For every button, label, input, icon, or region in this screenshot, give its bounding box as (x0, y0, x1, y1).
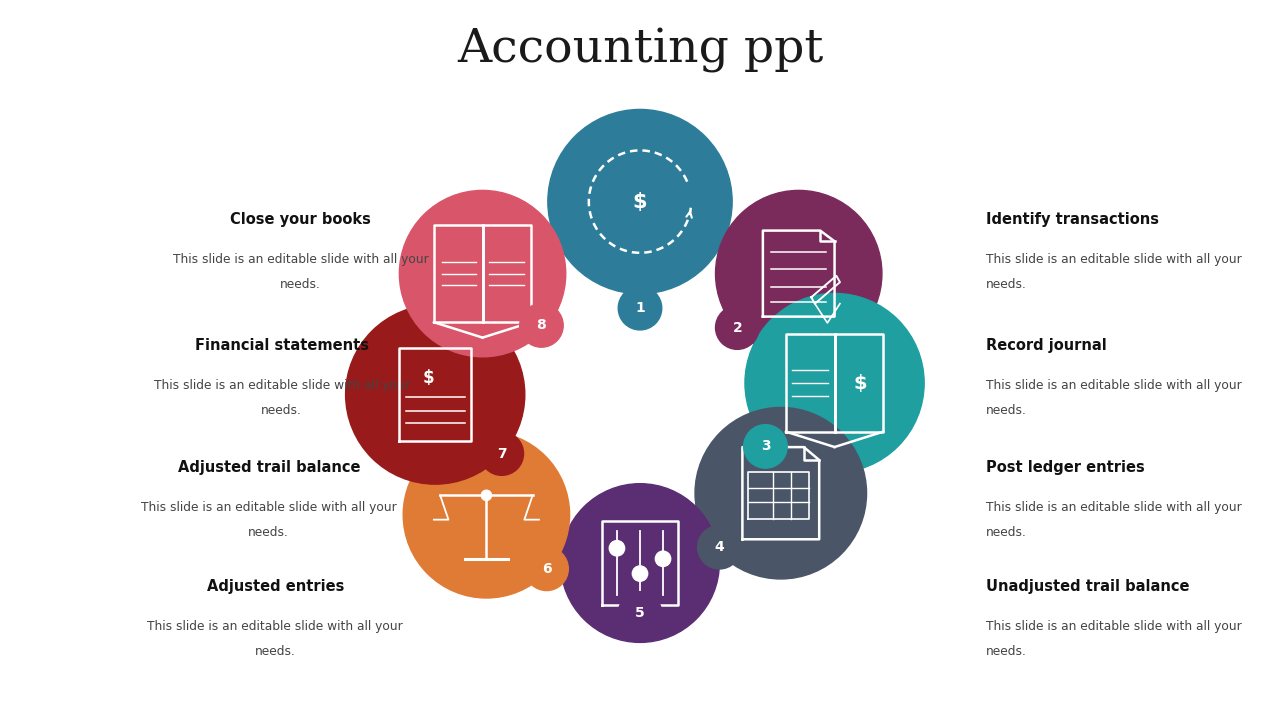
Text: This slide is an editable slide with all your: This slide is an editable slide with all… (147, 620, 403, 633)
Ellipse shape (632, 566, 648, 581)
Text: needs.: needs. (986, 278, 1027, 291)
Text: $: $ (854, 374, 867, 392)
Ellipse shape (609, 541, 625, 556)
Ellipse shape (480, 432, 524, 475)
Text: needs.: needs. (280, 278, 321, 291)
Text: needs.: needs. (248, 526, 289, 539)
Text: This slide is an editable slide with all your: This slide is an editable slide with all… (986, 620, 1242, 633)
Ellipse shape (525, 547, 568, 590)
Ellipse shape (698, 526, 741, 569)
Text: Adjusted entries: Adjusted entries (206, 579, 344, 594)
Text: 2: 2 (732, 320, 742, 335)
Text: 1: 1 (635, 301, 645, 315)
Text: Post ledger entries: Post ledger entries (986, 460, 1144, 475)
Text: This slide is an editable slide with all your: This slide is an editable slide with all… (154, 379, 410, 392)
Text: $: $ (632, 192, 648, 212)
Text: Adjusted trail balance: Adjusted trail balance (178, 460, 360, 475)
Text: Financial statements: Financial statements (195, 338, 369, 353)
Ellipse shape (695, 408, 867, 579)
Text: This slide is an editable slide with all your: This slide is an editable slide with all… (986, 253, 1242, 266)
Text: Unadjusted trail balance: Unadjusted trail balance (986, 579, 1189, 594)
Text: Identify transactions: Identify transactions (986, 212, 1158, 227)
Text: needs.: needs. (255, 645, 296, 658)
Text: 7: 7 (497, 446, 507, 461)
Ellipse shape (655, 551, 671, 567)
Ellipse shape (618, 592, 662, 635)
Text: Close your books: Close your books (230, 212, 371, 227)
Ellipse shape (716, 306, 759, 349)
Ellipse shape (744, 425, 787, 468)
Text: needs.: needs. (986, 404, 1027, 417)
Text: 6: 6 (541, 562, 552, 576)
Ellipse shape (716, 190, 882, 357)
Text: 5: 5 (635, 606, 645, 621)
Ellipse shape (548, 109, 732, 294)
Ellipse shape (399, 190, 566, 357)
Text: Record journal: Record journal (986, 338, 1106, 353)
Text: This slide is an editable slide with all your: This slide is an editable slide with all… (986, 501, 1242, 514)
Text: $: $ (422, 369, 435, 387)
Text: This slide is an editable slide with all your: This slide is an editable slide with all… (986, 379, 1242, 392)
Text: needs.: needs. (986, 645, 1027, 658)
Text: This slide is an editable slide with all your: This slide is an editable slide with all… (141, 501, 397, 514)
Text: 4: 4 (714, 540, 724, 554)
Text: 3: 3 (760, 439, 771, 454)
Text: Accounting ppt: Accounting ppt (457, 28, 823, 73)
Text: 8: 8 (536, 318, 547, 333)
Ellipse shape (346, 305, 525, 484)
Ellipse shape (481, 490, 492, 500)
Ellipse shape (561, 484, 719, 642)
Text: This slide is an editable slide with all your: This slide is an editable slide with all… (173, 253, 429, 266)
Ellipse shape (520, 304, 563, 347)
Ellipse shape (618, 287, 662, 330)
Text: needs.: needs. (986, 526, 1027, 539)
Ellipse shape (403, 431, 570, 598)
Ellipse shape (745, 294, 924, 472)
Text: needs.: needs. (261, 404, 302, 417)
